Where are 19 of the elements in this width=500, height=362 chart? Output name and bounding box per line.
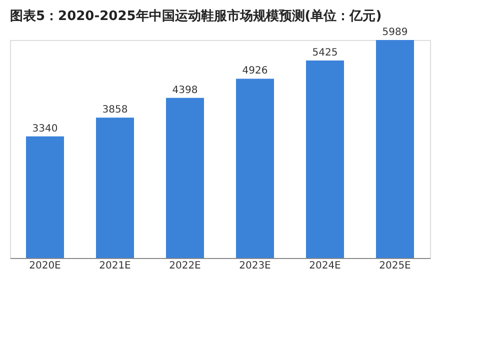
bar <box>96 118 134 258</box>
bar <box>166 98 204 258</box>
bar <box>306 60 344 258</box>
chart-title: 图表5：2020-2025年中国运动鞋服市场规模预测(单位：亿元) <box>10 8 382 24</box>
data-label: 4398 <box>172 84 198 96</box>
bar <box>376 40 414 258</box>
x-tick-label: 2025E <box>379 260 411 272</box>
data-label: 4926 <box>242 66 268 77</box>
data-label: 3340 <box>32 123 58 134</box>
x-tick-label: 2024E <box>309 260 341 272</box>
data-label: 5425 <box>312 48 338 59</box>
x-tick-label: 2023E <box>239 260 271 272</box>
x-tick-label: 2021E <box>99 260 131 272</box>
data-label: 3858 <box>102 104 128 116</box>
data-label: 5989 <box>382 27 408 38</box>
x-tick-label: 2022E <box>169 260 201 272</box>
bar <box>26 136 64 258</box>
x-tick-label: 2020E <box>29 260 61 272</box>
bar <box>236 78 274 258</box>
